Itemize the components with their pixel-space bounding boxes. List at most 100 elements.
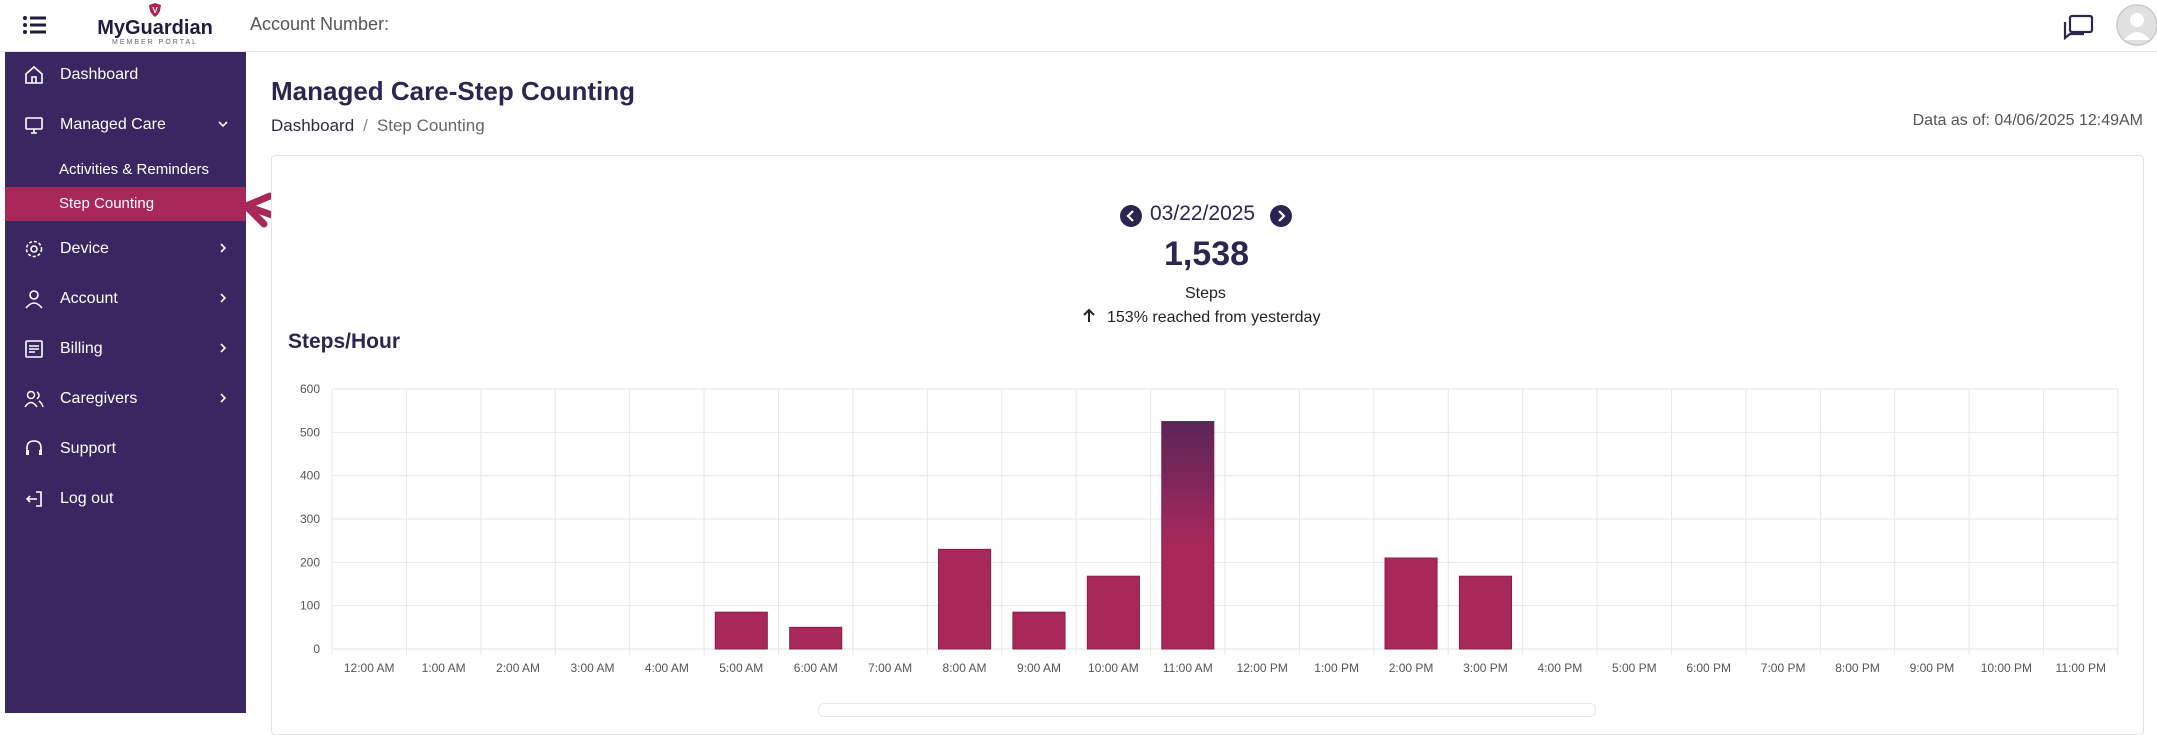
x-tick-label: 2:00 AM	[496, 661, 540, 675]
steps-per-hour-chart: 0 100 200 300 400 500 600 12:00 AM 1:00 AM 2:00 A…	[300, 382, 2119, 675]
bar[interactable]	[714, 611, 768, 650]
x-tick-label: 9:00 AM	[1017, 661, 1061, 675]
sidebar-subitem-step-counting[interactable]: Step Counting	[5, 187, 246, 221]
page-title: Managed Care-Step Counting	[271, 76, 636, 106]
chat-bubbles-icon[interactable]	[2062, 14, 2094, 42]
card-footer-panel	[818, 703, 1596, 717]
x-tick-label: 12:00 AM	[344, 661, 395, 675]
sidebar-subitem-label: Step Counting	[59, 195, 155, 212]
breadcrumb: Dashboard / Step Counting	[271, 116, 485, 136]
x-tick-label: 11:00 PM	[2056, 661, 2106, 675]
sidebar-item-billing[interactable]: Billing	[5, 327, 246, 371]
home-icon	[25, 65, 43, 84]
x-tick-label: 4:00 PM	[1538, 661, 1583, 675]
brand-name: MyGuardian	[97, 17, 213, 39]
chevron-left-icon	[1126, 210, 1134, 222]
monitor-icon	[25, 117, 43, 134]
chart-title: Steps/Hour	[288, 330, 401, 353]
receipt-icon	[25, 340, 43, 358]
selected-date: 03/22/2025	[1150, 202, 1256, 225]
sidebar-item-label: Device	[60, 240, 109, 257]
sidebar-item-log-out[interactable]: Log out	[5, 477, 246, 521]
sidebar-item-label: Billing	[60, 340, 103, 357]
user-icon	[25, 290, 43, 309]
y-tick-label: 400	[300, 469, 320, 483]
steps-count: 1,538	[1163, 235, 1250, 273]
arrow-up-icon	[1083, 308, 1095, 322]
sidebar-item-account[interactable]: Account	[5, 277, 246, 321]
breadcrumb-separator: /	[363, 116, 368, 135]
sidebar-item-label: Log out	[60, 490, 114, 507]
x-tick-label: 4:00 AM	[645, 661, 689, 675]
brand-subtitle: MEMBER PORTAL	[111, 39, 199, 46]
next-date-button[interactable]	[1270, 205, 1292, 227]
chevron-right-icon	[220, 293, 227, 303]
x-tick-label: 6:00 AM	[794, 661, 838, 675]
y-tick-label: 200	[300, 555, 320, 569]
y-tick-label: 0	[313, 642, 320, 656]
chevron-down-icon	[218, 121, 228, 128]
x-tick-label: 10:00 PM	[1981, 661, 2032, 675]
sidebar-subitem-activities-reminders[interactable]: Activities & Reminders	[5, 153, 246, 187]
svg-text:V: V	[152, 6, 158, 15]
headset-icon	[26, 440, 42, 455]
user-avatar-icon[interactable]	[2116, 4, 2157, 46]
logout-icon	[25, 491, 42, 507]
bar[interactable]	[789, 626, 843, 650]
x-tick-label: 5:00 PM	[1612, 661, 1657, 675]
x-tick-label: 9:00 PM	[1910, 661, 1955, 675]
account-number-label: Account Number:	[250, 14, 390, 34]
sidebar-item-label: Dashboard	[60, 66, 139, 83]
sidebar-item-managed-care[interactable]: Managed Care	[5, 103, 246, 147]
sidebar-item-dashboard[interactable]: Dashboard	[5, 53, 246, 97]
x-tick-label: 1:00 PM	[1314, 661, 1359, 675]
x-tick-label: 12:00 PM	[1237, 661, 1288, 675]
steps-total: 1,538	[0, 235, 2157, 274]
sidebar-item-device[interactable]: Device	[5, 227, 246, 271]
chevron-right-icon	[220, 343, 227, 353]
chevron-right-icon	[220, 393, 227, 403]
previous-date-button[interactable]	[1120, 205, 1142, 227]
sidebar: Dashboard Managed Care Activities & Remi…	[5, 52, 246, 713]
sidebar-item-caregivers[interactable]: Caregivers	[5, 377, 246, 421]
list-menu-icon[interactable]	[22, 13, 48, 37]
chevron-right-icon	[220, 243, 227, 253]
data-as-of: Data as of: 04/06/2025 12:49AM	[1912, 112, 2143, 129]
sidebar-item-support[interactable]: Support	[5, 427, 246, 471]
x-tick-label: 2:00 PM	[1389, 661, 1434, 675]
bar[interactable]	[1012, 611, 1066, 650]
x-tick-label: 10:00 AM	[1088, 661, 1139, 675]
x-tick-label: 7:00 PM	[1761, 661, 1806, 675]
bar[interactable]	[1384, 557, 1438, 650]
y-tick-label: 600	[300, 382, 320, 396]
reached-summary: 153% reached from yesterday	[1081, 308, 1320, 327]
bar[interactable]	[1086, 575, 1140, 650]
y-tick-label: 300	[300, 512, 320, 526]
brand-logo[interactable]: V MyGuardian MEMBER PORTAL	[93, 2, 217, 50]
x-tick-label: 8:00 PM	[1835, 661, 1880, 675]
sidebar-item-label: Support	[60, 440, 117, 457]
reached-text: 153% reached from yesterday	[1107, 309, 1321, 326]
sidebar-item-label: Managed Care	[60, 116, 166, 133]
breadcrumb-current: Step Counting	[376, 116, 485, 135]
x-tick-label: 6:00 PM	[1686, 661, 1731, 675]
y-tick-label: 500	[300, 425, 320, 439]
y-tick-label: 100	[300, 599, 320, 613]
x-tick-label: 11:00 AM	[1163, 661, 1213, 675]
x-tick-label: 5:00 AM	[719, 661, 763, 675]
x-tick-label: 3:00 PM	[1463, 661, 1508, 675]
x-tick-label: 3:00 AM	[570, 661, 614, 675]
steps-label: Steps	[1185, 285, 1226, 302]
bar[interactable]	[1458, 575, 1513, 650]
bar[interactable]	[1161, 421, 1215, 650]
x-tick-label: 1:00 AM	[422, 661, 466, 675]
sidebar-item-label: Caregivers	[60, 390, 138, 407]
bar[interactable]	[937, 548, 992, 650]
sidebar-item-label: Account	[60, 290, 118, 307]
users-icon	[24, 390, 44, 408]
shield-icon: V	[149, 3, 161, 17]
chevron-right-icon	[1278, 210, 1286, 222]
sidebar-subitem-label: Activities & Reminders	[59, 161, 210, 178]
x-tick-label: 7:00 AM	[868, 661, 912, 675]
breadcrumb-dashboard-link[interactable]: Dashboard	[271, 116, 355, 135]
